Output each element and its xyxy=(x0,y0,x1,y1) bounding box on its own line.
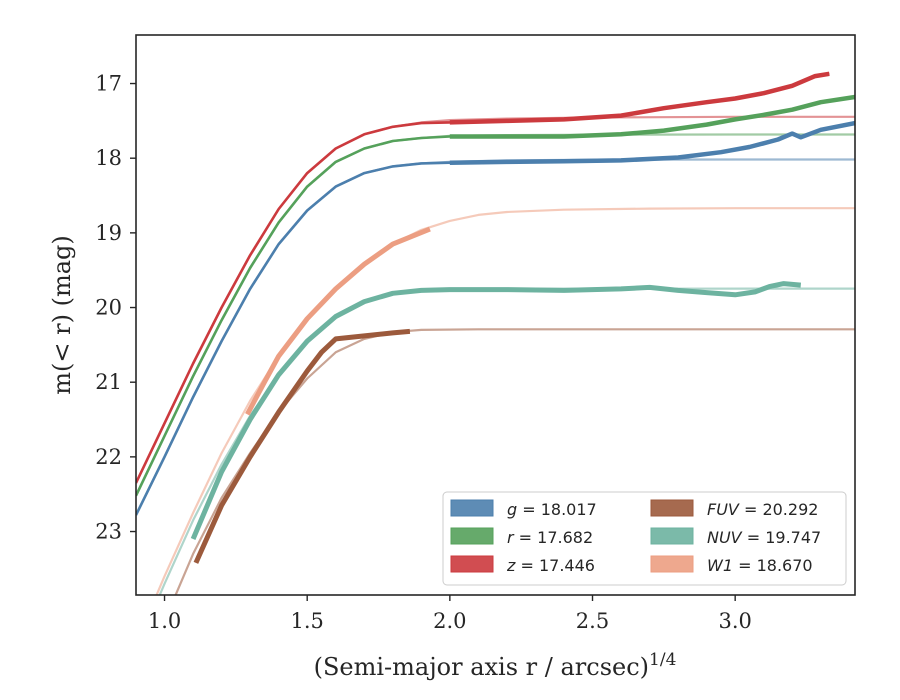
series-z-outer-line xyxy=(449,71,830,125)
x-tick-label: 1.0 xyxy=(148,609,181,633)
x-tick-label: 2.0 xyxy=(433,609,466,633)
legend-value: = 18.017 xyxy=(517,500,597,519)
x-axis-label: (Semi-major axis r / arcsec)1/4 xyxy=(314,650,677,681)
series-r-model-line xyxy=(136,133,855,497)
y-tick-label: 18 xyxy=(95,146,122,170)
legend-label-w1: W1 = 18.670 xyxy=(707,556,813,575)
y-tick-label: 20 xyxy=(95,296,122,320)
series-w1-line xyxy=(245,226,431,416)
legend-swatch-g xyxy=(450,499,494,517)
x-axis-label-superscript: 1/4 xyxy=(649,650,676,670)
y-tick-label: 17 xyxy=(95,72,122,96)
y-axis: 17 18 19 20 21 22 23 xyxy=(95,72,136,544)
plot-area xyxy=(136,71,855,595)
x-tick-label: 3.0 xyxy=(718,609,751,633)
legend-label-g: g = 18.017 xyxy=(507,500,597,519)
x-tick-label: 2.5 xyxy=(576,609,609,633)
legend-label-fuv: FUV = 20.292 xyxy=(707,500,818,519)
series-nuv-line xyxy=(190,281,802,540)
legend-value: = 19.747 xyxy=(742,528,822,547)
x-axis: 1.0 1.5 2.0 2.5 3.0 xyxy=(148,595,752,633)
series-r-outer-line xyxy=(449,94,855,139)
series-fuv-model-line xyxy=(174,328,855,595)
series-g-outer-line xyxy=(449,120,855,165)
legend-var: NUV xyxy=(707,528,743,547)
legend-var: z xyxy=(506,556,516,575)
y-tick-label: 23 xyxy=(95,520,122,544)
legend-swatch-fuv xyxy=(650,499,694,517)
legend-label-nuv: NUV = 19.747 xyxy=(707,528,821,547)
y-tick-label: 19 xyxy=(95,221,122,245)
legend-label-z: z = 17.446 xyxy=(506,556,595,575)
legend-box xyxy=(442,491,847,586)
legend-swatch-w1 xyxy=(650,555,694,573)
legend-var: W1 xyxy=(707,556,733,575)
legend-swatch-nuv xyxy=(650,527,694,545)
x-tick-label: 1.5 xyxy=(290,609,323,633)
y-tick-label: 22 xyxy=(95,445,122,469)
y-tick-label: 21 xyxy=(95,370,122,394)
plot-frame xyxy=(135,34,856,596)
legend-value: = 20.292 xyxy=(739,500,819,519)
y-axis-label: m(< r) (mag) xyxy=(48,235,76,394)
legend-value: = 17.682 xyxy=(514,528,594,547)
legend-value: = 18.670 xyxy=(733,556,813,575)
series-fuv-line xyxy=(193,328,411,564)
legend-value: = 17.446 xyxy=(515,556,595,575)
legend-var: FUV xyxy=(707,500,740,519)
legend-var: g xyxy=(507,500,517,519)
legend-label-r: r = 17.682 xyxy=(507,528,593,547)
legend-swatch-r xyxy=(450,527,494,545)
legend-var: r xyxy=(507,528,515,547)
series-g-line xyxy=(136,121,855,516)
legend-swatch-z xyxy=(450,555,494,573)
